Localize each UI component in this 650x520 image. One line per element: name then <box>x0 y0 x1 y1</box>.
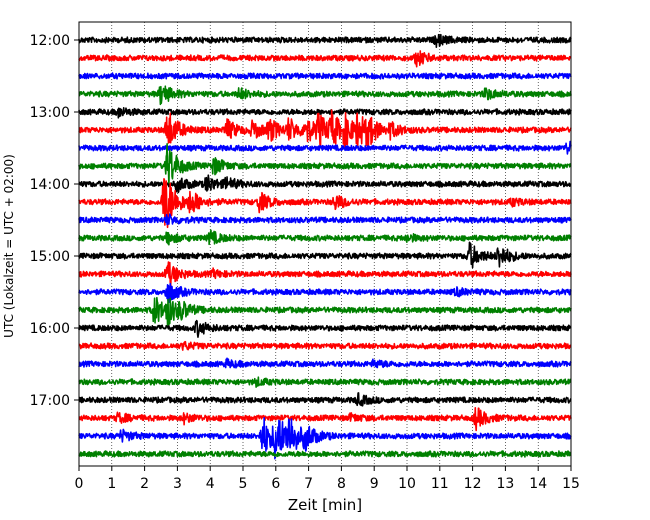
y-tick-label: 13:00 <box>30 105 70 121</box>
trace-1230 <box>78 72 572 80</box>
x-tick-label: 7 <box>304 476 313 492</box>
x-tick-label: 5 <box>239 476 248 492</box>
trace-1600 <box>78 319 572 338</box>
x-tick-label: 11 <box>431 476 449 492</box>
trace-1545 <box>78 296 572 327</box>
x-tick-label: 9 <box>370 476 379 492</box>
trace-1245 <box>78 85 572 106</box>
x-tick-label: 4 <box>206 476 215 492</box>
trace-1730 <box>78 416 572 460</box>
x-tick-label: 12 <box>464 476 482 492</box>
y-axis-label: UTC (Lokalzeit = UTC + 02:00) <box>2 154 16 338</box>
x-tick-label: 0 <box>75 476 84 492</box>
trace-1415 <box>78 177 572 229</box>
x-tick-label: 2 <box>140 476 149 492</box>
y-tick-label: 16:00 <box>30 321 70 337</box>
trace-1630 <box>78 357 572 369</box>
trace-1615 <box>78 340 572 351</box>
x-tick-label: 14 <box>529 476 547 492</box>
trace-1345 <box>78 143 572 188</box>
x-tick-label: 8 <box>337 476 346 492</box>
x-tick-label: 13 <box>496 476 514 492</box>
trace-1315 <box>78 109 572 151</box>
trace-1445 <box>78 229 572 246</box>
trace-1200 <box>78 33 572 49</box>
trace-1645 <box>78 376 572 388</box>
gridlines <box>111 22 539 466</box>
trace-1300 <box>78 107 572 119</box>
x-tick-label: 1 <box>107 476 116 492</box>
y-tick-label: 12:00 <box>30 33 70 49</box>
trace-1430 <box>78 213 572 226</box>
x-axis-label: Zeit [min] <box>288 496 362 514</box>
trace-1515 <box>78 261 572 286</box>
trace-1715 <box>78 407 572 432</box>
seismic-traces <box>78 33 572 460</box>
y-tick-label: 14:00 <box>30 177 70 193</box>
x-tick-label: 3 <box>173 476 182 492</box>
trace-1745 <box>78 450 572 458</box>
trace-1400 <box>78 174 572 194</box>
trace-1530 <box>78 282 572 303</box>
plot-frame <box>78 21 572 467</box>
x-tick-label: 6 <box>271 476 280 492</box>
y-tick-label: 17:00 <box>30 393 70 409</box>
x-axis: 0 1 2 3 4 5 6 7 8 9 10 11 12 13 14 15 <box>75 466 580 492</box>
x-tick-label: 10 <box>398 476 416 492</box>
trace-1700 <box>78 392 572 407</box>
x-tick-label: 15 <box>562 476 580 492</box>
y-tick-label: 15:00 <box>30 249 70 265</box>
trace-1215 <box>78 50 572 68</box>
y-axis: 12:00 13:00 14:00 15:00 16:00 17:00 <box>30 33 79 409</box>
trace-1500 <box>78 241 572 269</box>
trace-1330 <box>78 140 572 155</box>
